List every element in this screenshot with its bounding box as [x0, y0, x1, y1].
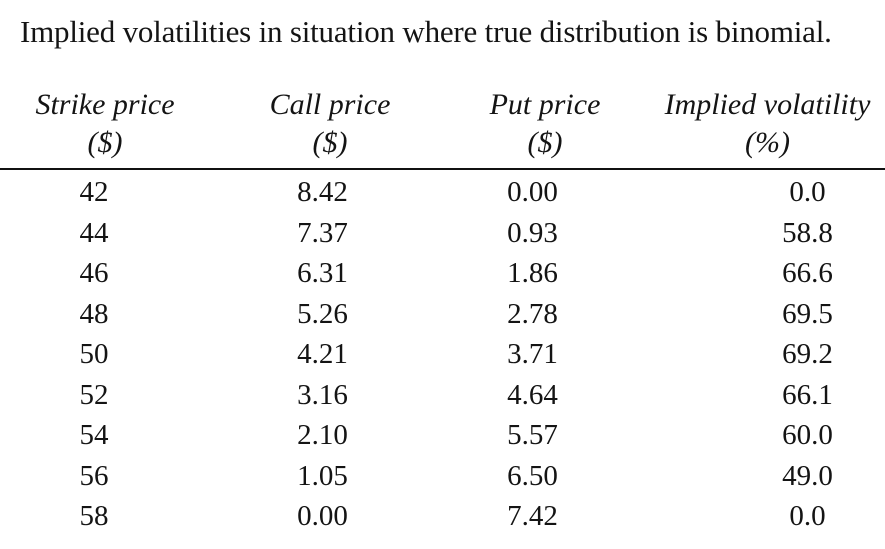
table-row: 44 7.37 0.93 58.8 — [0, 213, 885, 254]
call-price-cell: 0.00 — [297, 500, 348, 532]
put-price-cell: 6.50 — [507, 459, 558, 492]
table-row: 42 8.42 0.00 0.0 — [0, 170, 885, 213]
header-put-price-unit: ($) — [527, 126, 563, 159]
implied-volatility-cell: 66.6 — [782, 257, 833, 289]
table-header: Strike price Call price Put price Implie… — [0, 86, 885, 171]
strike-price-cell: 58 — [79, 500, 109, 532]
header-implied-volatility-unit: (%) — [745, 126, 790, 159]
header-strike-price: Strike price — [35, 88, 175, 121]
put-price-cell: 2.78 — [507, 297, 558, 330]
table-row: 58 0.00 7.42 0.0 — [0, 496, 885, 537]
table-row: 52 3.16 4.64 66.1 — [0, 375, 885, 416]
table-row: 54 2.10 5.57 60.0 — [0, 415, 885, 456]
implied-volatility-cell: 60.0 — [782, 419, 833, 451]
put-price-cell: 1.86 — [507, 257, 558, 289]
strike-price-cell: 54 — [79, 419, 109, 451]
call-price-cell: 7.37 — [297, 216, 348, 249]
call-price-cell: 2.10 — [297, 419, 348, 451]
call-price-cell: 6.31 — [297, 257, 348, 289]
header-call-price: Call price — [269, 88, 391, 121]
table-row: 50 4.21 3.71 69.2 — [0, 334, 885, 375]
implied-volatility-cell: 0.0 — [789, 176, 826, 208]
implied-volatility-cell: 69.2 — [782, 338, 833, 370]
table-caption: Implied volatilities in situation where … — [20, 14, 832, 49]
table-row: 46 6.31 1.86 66.6 — [0, 253, 885, 294]
implied-volatility-cell: 66.1 — [782, 378, 833, 411]
implied-volatility-cell: 0.0 — [789, 500, 826, 532]
call-price-cell: 8.42 — [297, 176, 348, 208]
implied-volatility-cell: 69.5 — [782, 297, 833, 330]
strike-price-cell: 52 — [79, 378, 109, 411]
call-price-cell: 5.26 — [297, 297, 348, 330]
put-price-cell: 3.71 — [507, 338, 558, 370]
put-price-cell: 0.00 — [507, 176, 558, 208]
call-price-cell: 1.05 — [297, 459, 348, 492]
put-price-cell: 0.93 — [507, 216, 558, 249]
strike-price-cell: 44 — [79, 216, 109, 249]
put-price-cell: 5.57 — [507, 419, 558, 451]
call-price-cell: 3.16 — [297, 378, 348, 411]
implied-volatility-cell: 58.8 — [782, 216, 833, 249]
table-row: 48 5.26 2.78 69.5 — [0, 294, 885, 335]
strike-price-cell: 56 — [79, 459, 109, 492]
strike-price-cell: 50 — [79, 338, 109, 370]
volatility-table-container: Strike price Call price Put price Implie… — [0, 86, 885, 537]
header-call-price-unit: ($) — [312, 126, 348, 159]
put-price-cell: 7.42 — [507, 500, 558, 532]
put-price-cell: 4.64 — [507, 378, 558, 411]
strike-price-cell: 42 — [79, 176, 109, 208]
call-price-cell: 4.21 — [297, 338, 348, 370]
header-strike-price-unit: ($) — [87, 126, 123, 159]
table-body: 42 8.42 0.00 0.0 44 7.37 0.93 58.8 46 6.31 1.86 66.… — [0, 170, 885, 537]
header-put-price: Put price — [489, 88, 601, 121]
volatility-table: Strike price Call price Put price Implie… — [0, 86, 885, 537]
strike-price-cell: 48 — [79, 297, 109, 330]
strike-price-cell: 46 — [79, 257, 109, 289]
implied-volatility-cell: 49.0 — [782, 459, 833, 492]
table-row: 56 1.05 6.50 49.0 — [0, 456, 885, 497]
header-implied-volatility: Implied volatility — [664, 88, 871, 121]
